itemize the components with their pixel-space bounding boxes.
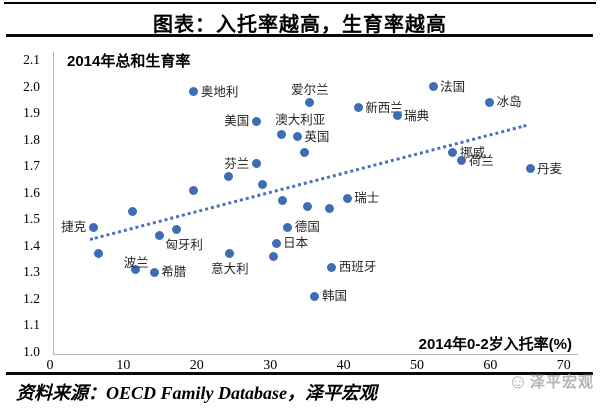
data-point-爱尔兰	[305, 97, 315, 107]
smiley-logo-icon: ☺	[507, 370, 528, 393]
watermark: ☺ 泽平宏观	[508, 371, 594, 392]
country-label: 捷克	[61, 220, 87, 235]
y-tick-label: 1.1	[23, 317, 40, 333]
country-label: 西班牙	[338, 260, 377, 275]
country-label: 韩国	[321, 289, 347, 304]
y-tick-label: 1.8	[23, 131, 40, 147]
country-label: 瑞典	[404, 108, 430, 123]
country-label: 爱尔兰	[291, 83, 329, 98]
data-point-西班牙	[327, 262, 337, 272]
data-point-英国	[292, 132, 302, 142]
country-label: 荷兰	[468, 153, 494, 168]
y-tick-label: 1.2	[23, 290, 40, 306]
data-point-新西兰	[353, 103, 363, 113]
y-tick-label: 2.0	[23, 78, 40, 94]
data-point-澳大利亚	[276, 129, 286, 139]
x-tick-label: 60	[483, 358, 498, 373]
country-label: 日本	[283, 236, 309, 251]
data-point	[93, 249, 103, 259]
y-tick-label: 1.7	[23, 158, 40, 174]
country-label: 澳大利亚	[275, 113, 326, 128]
y-tick-label: 1.4	[23, 237, 40, 253]
country-label: 冰岛	[496, 95, 522, 110]
y-tick-label: 1.6	[23, 184, 40, 200]
y-tick-label: 1.5	[23, 211, 40, 227]
country-label: 美国	[224, 114, 250, 129]
data-point-意大利	[225, 249, 235, 259]
country-label: 希腊	[161, 265, 187, 280]
data-point-荷兰	[457, 156, 467, 166]
data-point	[278, 196, 288, 206]
data-point-美国	[251, 116, 261, 126]
data-point-希腊	[149, 267, 159, 277]
data-point	[258, 180, 268, 190]
data-point-瑞典	[392, 111, 402, 121]
data-point-挪威	[448, 148, 458, 158]
data-point-芬兰	[251, 159, 261, 169]
data-point	[325, 204, 335, 214]
data-point-波兰	[130, 265, 140, 275]
watermark-text: 泽平宏观	[529, 375, 594, 391]
x-tick-label: 40	[336, 358, 351, 373]
bottom-separator-line	[6, 372, 593, 375]
country-label: 意大利	[211, 261, 249, 276]
y-tick-label: 1.9	[23, 105, 40, 121]
country-label: 德国	[294, 220, 320, 235]
country-label: 波兰	[123, 255, 149, 270]
data-point-捷克	[88, 222, 98, 232]
top-border-line	[4, 2, 596, 4]
x-tick-label: 70	[556, 358, 571, 373]
y-axis-title: 2014年总和生育率	[67, 53, 191, 70]
data-point	[188, 185, 198, 195]
country-label: 法国	[440, 79, 466, 94]
chart-title: 图表：入托率越高，生育率越高	[153, 14, 447, 36]
country-label: 英国	[304, 129, 330, 144]
data-point-法国	[428, 82, 438, 92]
country-label: 瑞士	[354, 191, 380, 206]
data-point	[172, 225, 182, 235]
x-axis-title: 2014年0-2岁入托率(%)	[418, 336, 572, 353]
data-point-奥地利	[189, 87, 199, 97]
x-tick-label: 0	[46, 358, 54, 373]
data-point-丹麦	[525, 164, 535, 174]
data-point-韩国	[310, 291, 320, 301]
data-point-瑞士	[342, 193, 352, 203]
country-label: 奥地利	[200, 84, 239, 99]
x-tick-label: 50	[410, 358, 424, 373]
y-tick-label: 2.1	[23, 52, 40, 67]
data-point	[223, 172, 233, 182]
y-tick-label: 1.3	[23, 264, 40, 280]
country-label: 挪威	[459, 145, 485, 160]
data-point-匈牙利	[154, 230, 164, 240]
country-label: 匈牙利	[165, 238, 203, 253]
country-label: 丹麦	[537, 161, 563, 176]
y-tick-label: 1.0	[23, 344, 40, 359]
data-point	[303, 201, 313, 211]
x-tick-label: 30	[263, 358, 278, 373]
data-point-冰岛	[485, 97, 495, 107]
source-note: 资料来源：OECD Family Database，泽平宏观	[16, 383, 378, 403]
y-axis-line	[53, 52, 54, 354]
x-tick-label: 10	[116, 358, 131, 373]
country-label: 芬兰	[224, 156, 250, 171]
data-point	[128, 206, 138, 216]
data-point	[268, 251, 278, 261]
x-tick-label: 20	[189, 358, 204, 373]
data-point-日本	[271, 238, 281, 248]
x-axis-line	[53, 354, 578, 355]
data-point	[300, 148, 310, 158]
data-point-德国	[283, 222, 293, 232]
title-separator-line	[6, 34, 593, 37]
